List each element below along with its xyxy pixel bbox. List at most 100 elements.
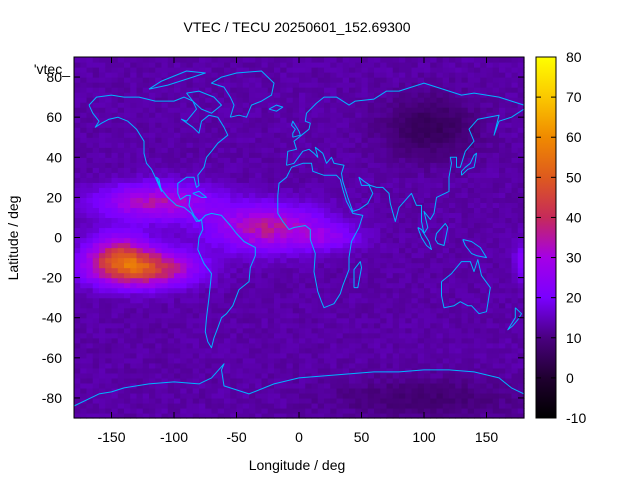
heatmap-cell: [242, 267, 250, 274]
heatmap-cell: [117, 67, 125, 73]
heatmap-cell: [380, 252, 388, 259]
heatmap-cell: [417, 147, 425, 153]
heatmap-cell: [355, 332, 363, 339]
heatmap-cell: [399, 67, 406, 73]
heatmap-cell: [324, 242, 331, 249]
heatmap-cell: [186, 67, 194, 73]
heatmap-cell: [180, 57, 188, 63]
heatmap-cell: [461, 97, 469, 103]
heatmap-cell: [417, 92, 425, 98]
heatmap-cell: [267, 97, 275, 103]
heatmap-cell: [336, 197, 344, 203]
heatmap-cell: [342, 202, 350, 209]
heatmap-cell: [399, 222, 406, 229]
heatmap-cell: [330, 242, 338, 249]
heatmap-cell: [405, 202, 413, 209]
heatmap-cell: [167, 82, 175, 88]
heatmap-cell: [349, 157, 356, 163]
heatmap-cell: [311, 107, 319, 113]
heatmap-cell: [486, 312, 494, 319]
heatmap-cell: [324, 187, 331, 193]
heatmap-cell: [467, 152, 475, 158]
heatmap-cell: [186, 127, 194, 133]
heatmap-cell: [117, 287, 125, 294]
heatmap-cell: [349, 77, 356, 83]
heatmap-cell: [436, 397, 444, 404]
heatmap-cell: [380, 187, 388, 193]
heatmap-cell: [224, 357, 231, 364]
heatmap-cell: [286, 222, 294, 229]
heatmap-cell: [305, 412, 313, 419]
heatmap-cell: [292, 232, 300, 239]
heatmap-cell: [342, 112, 350, 118]
heatmap-cell: [155, 302, 163, 309]
heatmap-cell: [224, 162, 231, 168]
heatmap-cell: [286, 357, 294, 364]
heatmap-cell: [80, 322, 88, 329]
heatmap-cell: [105, 262, 113, 269]
heatmap-cell: [130, 157, 138, 163]
heatmap-cell: [211, 302, 219, 309]
heatmap-cell: [461, 157, 469, 163]
heatmap-cell: [455, 377, 463, 384]
heatmap-cell: [380, 292, 388, 299]
heatmap-cell: [411, 327, 419, 334]
heatmap-cell: [386, 162, 394, 168]
heatmap-cell: [480, 317, 488, 324]
heatmap-cell: [124, 392, 131, 399]
heatmap-cell: [280, 272, 288, 279]
heatmap-cell: [355, 77, 363, 83]
heatmap-cell: [217, 412, 225, 419]
heatmap-cell: [230, 292, 238, 299]
heatmap-cell: [486, 367, 494, 374]
heatmap-cell: [267, 152, 275, 158]
heatmap-cell: [211, 367, 219, 374]
heatmap-cell: [330, 187, 338, 193]
heatmap-cell: [155, 372, 163, 379]
heatmap-cell: [499, 97, 506, 103]
heatmap-cell: [80, 327, 88, 334]
heatmap-cell: [205, 202, 213, 209]
heatmap-cell: [261, 107, 269, 113]
heatmap-cell: [180, 312, 188, 319]
heatmap-cell: [430, 372, 438, 379]
heatmap-cell: [292, 277, 300, 284]
heatmap-cell: [461, 57, 469, 63]
heatmap-cell: [299, 262, 306, 269]
heatmap-cell: [99, 262, 106, 269]
heatmap-cell: [186, 397, 194, 404]
heatmap-cell: [461, 267, 469, 274]
heatmap-cell: [336, 202, 344, 209]
heatmap-cell: [417, 122, 425, 128]
heatmap-cell: [486, 382, 494, 389]
heatmap-cell: [299, 227, 306, 234]
heatmap-cell: [342, 382, 350, 389]
heatmap-cell: [186, 357, 194, 364]
heatmap-cell: [142, 237, 150, 244]
heatmap-cell: [236, 137, 244, 143]
heatmap-cell: [261, 287, 269, 294]
heatmap-cell: [186, 252, 194, 259]
heatmap-cell: [242, 107, 250, 113]
heatmap-cell: [92, 202, 100, 209]
heatmap-cell: [274, 212, 281, 219]
heatmap-cell: [411, 87, 419, 93]
heatmap-cell: [467, 252, 475, 259]
heatmap-cell: [330, 262, 338, 269]
heatmap-cell: [311, 207, 319, 214]
heatmap-cell: [86, 152, 94, 158]
heatmap-cell: [149, 392, 156, 399]
heatmap-cell: [136, 297, 144, 304]
heatmap-cell: [411, 302, 419, 309]
heatmap-cell: [386, 117, 394, 123]
heatmap-cell: [342, 117, 350, 123]
heatmap-cell: [136, 372, 144, 379]
heatmap-cell: [267, 117, 275, 123]
heatmap-cell: [336, 192, 344, 198]
heatmap-cell: [255, 312, 263, 319]
heatmap-cell: [74, 402, 81, 409]
heatmap-cell: [255, 362, 263, 369]
heatmap-cell: [361, 377, 369, 384]
heatmap-cell: [305, 197, 313, 203]
heatmap-cell: [230, 222, 238, 229]
